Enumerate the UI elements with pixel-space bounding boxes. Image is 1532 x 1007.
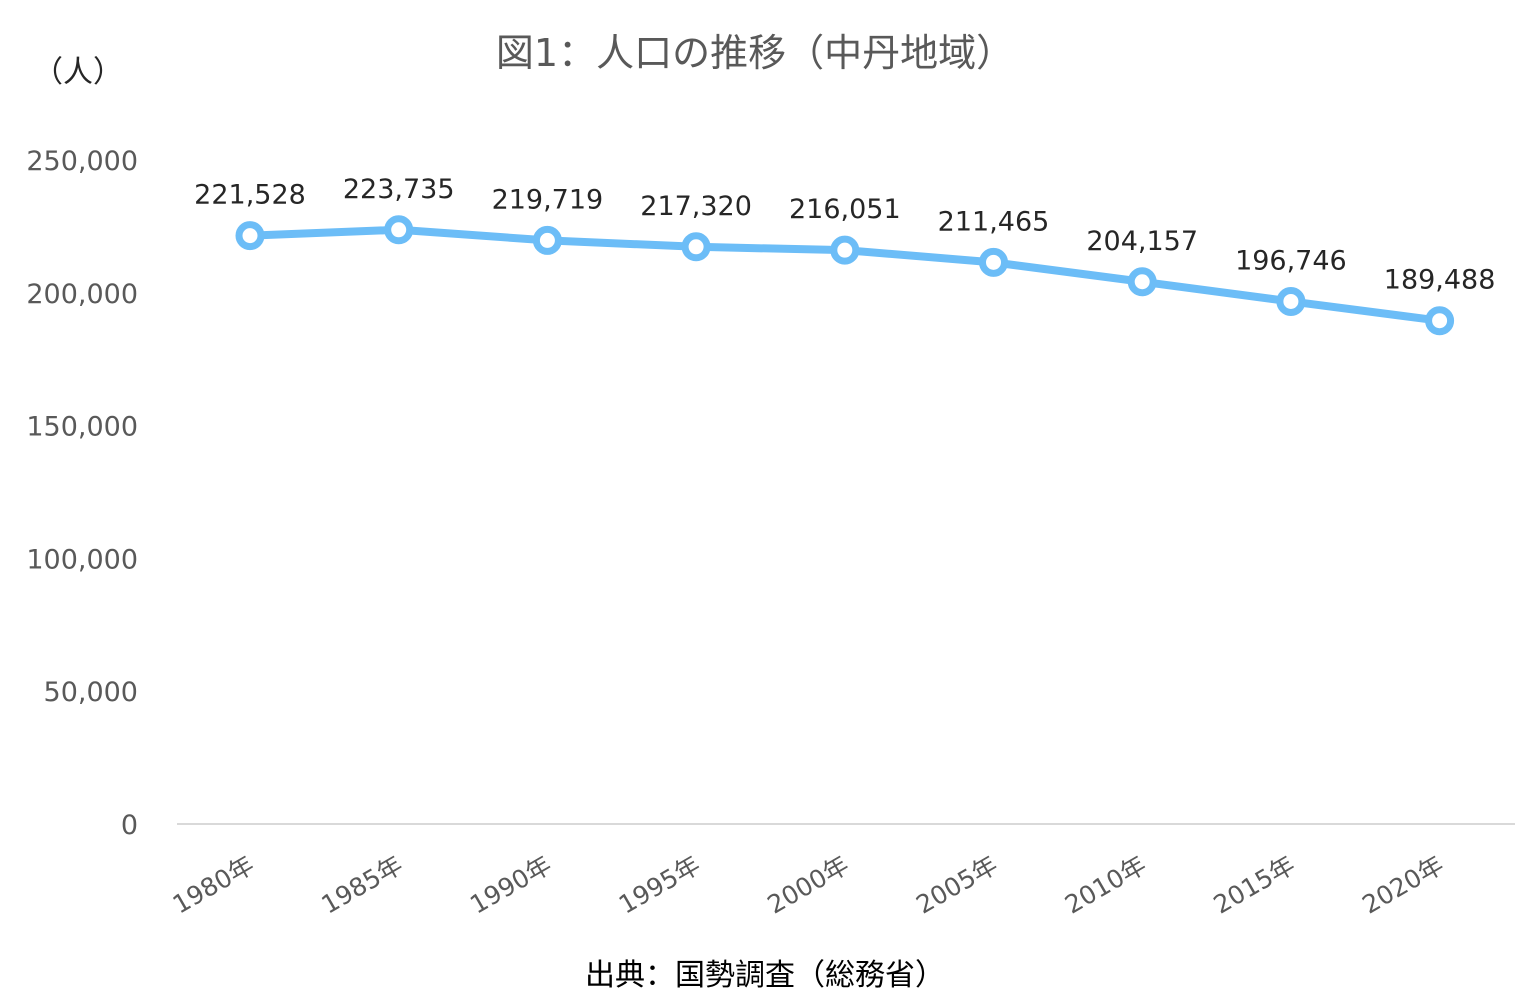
chart-title: 図1：人口の推移（中丹地域）: [496, 31, 1014, 75]
y-tick-label: 150,000: [26, 412, 138, 443]
data-label: 223,735: [343, 174, 455, 205]
y-tick-label: 250,000: [26, 146, 138, 177]
y-axis-tick-labels: 0 50,000 100,000 150,000 200,000 250,000: [26, 146, 138, 841]
data-point-markers: [235, 215, 1455, 336]
data-point-marker: [1425, 306, 1455, 336]
data-label: 204,157: [1086, 226, 1198, 257]
data-label: 217,320: [640, 191, 752, 222]
y-tick-label: 50,000: [44, 677, 138, 708]
x-tick-label: 2020年: [1357, 850, 1448, 919]
x-tick-label: 1985年: [316, 850, 407, 919]
data-label: 196,746: [1235, 245, 1347, 276]
y-axis-unit-label: （人）: [33, 55, 123, 90]
x-tick-label: 2010年: [1060, 850, 1151, 919]
x-tick-label: 1980年: [168, 850, 259, 919]
data-point-marker: [532, 225, 562, 255]
data-point-marker: [235, 221, 265, 251]
x-tick-label: 2000年: [763, 850, 854, 919]
y-tick-label: 0: [121, 810, 138, 841]
data-point-marker: [681, 232, 711, 262]
x-tick-label: 1990年: [465, 850, 556, 919]
data-label: 221,528: [194, 180, 306, 211]
x-tick-label: 2005年: [911, 850, 1002, 919]
x-axis-tick-labels: 1980年 1985年 1990年 1995年 2000年 2005年 2010年 2015年…: [168, 850, 1449, 919]
data-label: 211,465: [938, 206, 1050, 237]
data-point-marker: [1276, 286, 1306, 316]
data-label: 189,488: [1384, 265, 1496, 296]
data-point-marker: [979, 247, 1008, 277]
data-label: 219,719: [492, 184, 604, 215]
data-point-marker: [1127, 267, 1157, 297]
x-tick-label: 1995年: [614, 850, 705, 919]
data-point-marker: [384, 215, 414, 245]
x-tick-label: 2015年: [1209, 850, 1300, 919]
data-label: 216,051: [789, 194, 901, 225]
y-tick-label: 200,000: [26, 279, 138, 310]
y-tick-label: 100,000: [26, 544, 138, 575]
data-labels: 221,528 223,735 219,719 217,320 216,051 211,4…: [194, 174, 1495, 296]
data-point-marker: [830, 235, 860, 265]
source-note: 出典：国勢調査（総務省）: [585, 958, 945, 993]
